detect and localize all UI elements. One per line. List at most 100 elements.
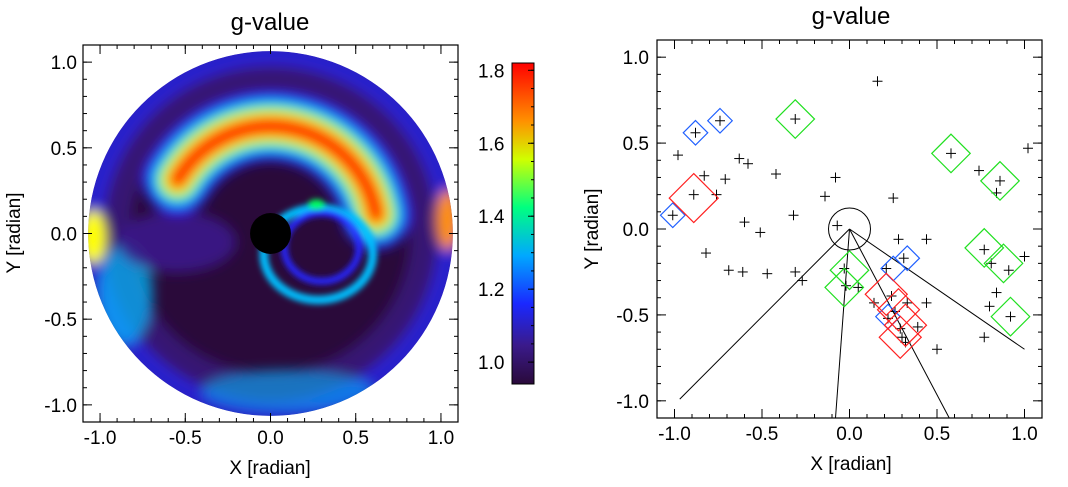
diamond-marker-red — [864, 272, 909, 317]
scatter-point-plus — [790, 266, 801, 277]
diamond-marker-blue — [706, 107, 734, 134]
fov-line — [849, 228, 950, 419]
diamond-marker-green — [990, 296, 1031, 337]
right-x-axis-label: X [radian] — [810, 454, 891, 475]
left-x-tick-label: -1.0 — [84, 428, 117, 449]
right-y-tick-label: -1.0 — [616, 392, 649, 413]
scatter-point-plus — [755, 227, 766, 238]
scatter-point-plus — [711, 189, 722, 200]
scatter-point-plus — [1003, 265, 1014, 276]
scatter-point-plus — [771, 169, 781, 180]
left-x-tick-label: -0.5 — [169, 428, 202, 449]
left-axis-ticks — [82, 44, 459, 423]
left-x-tick-label: 1.0 — [428, 428, 454, 449]
scatter-point-plus — [762, 268, 773, 279]
right-y-tick-label: 0.5 — [623, 134, 649, 155]
scatter-point-plus — [690, 127, 701, 138]
left-y-tick-label: -0.5 — [44, 310, 77, 331]
scatter-point-plus — [673, 150, 683, 161]
scatter-point-plus — [946, 148, 956, 159]
diamond-marker-red — [668, 172, 720, 224]
colorbar — [511, 62, 535, 385]
scatter-point-plus — [932, 344, 942, 355]
fov-line — [679, 228, 850, 400]
right-x-tick-label: 1.0 — [1011, 424, 1037, 445]
colorbar-tick-label: 1.6 — [478, 134, 504, 155]
left-heatmap — [88, 51, 453, 416]
scatter-point-plus — [734, 153, 745, 164]
diamond-marker-blue — [682, 119, 709, 146]
scatter-point-plus — [701, 248, 711, 259]
diamond-marker-green — [824, 267, 865, 308]
diamond-markers — [659, 98, 1031, 360]
right-y-tick-labels: -1.0 -0.5 0.0 0.5 1.0 — [616, 48, 649, 413]
scatter-point-plus — [881, 263, 892, 274]
diamond-marker-red — [876, 287, 921, 332]
right-y-axis-label: Y [radian] — [582, 189, 603, 270]
scatter-point-plus — [790, 114, 801, 125]
heatmap-patch-bottom — [202, 369, 373, 411]
scatter-point-plus — [737, 266, 748, 277]
colorbar-tick-label: 1.8 — [478, 61, 504, 82]
scatter-point-plus — [797, 275, 808, 286]
scatter-point-plus — [832, 220, 843, 231]
heatmap-arc-band — [169, 118, 384, 223]
scatter-point-plus — [898, 253, 909, 264]
diamond-marker-green — [979, 160, 1021, 201]
scatter-point-plus — [720, 174, 731, 185]
diamond-marker-green — [775, 98, 816, 140]
scatter-point-plus — [995, 175, 1005, 186]
left-x-tick-label: 0.5 — [343, 428, 369, 449]
heatmap-patch-left — [117, 211, 237, 273]
left-chart-title: g-value — [231, 9, 310, 36]
scatter-point-plus — [820, 191, 830, 202]
scatter-point-plus — [974, 165, 984, 176]
right-chart-title: g-value — [812, 3, 891, 30]
scatter-point-plus — [788, 210, 799, 221]
right-x-tick-label: -0.5 — [746, 424, 779, 445]
heatmap-hotspot-left — [88, 209, 107, 265]
scatter-point-plus — [715, 115, 725, 126]
scatter-point-plus — [1005, 311, 1016, 322]
left-x-axis-label: X [radian] — [229, 458, 310, 479]
scatter-point-plus — [897, 332, 907, 343]
center-circle — [828, 207, 871, 251]
heatmap-swirl-spot — [308, 199, 326, 210]
fov-lines — [679, 228, 1025, 419]
diamond-marker-blue — [659, 202, 686, 229]
right-x-tick-label: -1.0 — [658, 424, 691, 445]
diamond-marker-green — [829, 250, 870, 291]
right-panel: g-value -1.0 -0.5 0.0 0.5 1.0 -1.0 -0.5 … — [582, 3, 1043, 475]
left-x-tick-labels: -1.0 -0.5 0.0 0.5 1.0 — [84, 428, 454, 449]
scatter-point-plus — [853, 282, 864, 293]
scatter-point-plus — [1019, 251, 1030, 262]
scatter-point-plus — [921, 234, 932, 245]
scatter-point-plus — [688, 189, 699, 200]
fov-line — [835, 228, 850, 419]
scatter-point-plus — [723, 265, 734, 276]
heatmap-hotspot-right — [435, 189, 453, 251]
colorbar-tick-label: 1.4 — [478, 207, 505, 228]
scatter-point-plus — [984, 301, 995, 312]
diamond-marker-red — [878, 315, 923, 360]
heatmap-occulter-disk — [250, 213, 291, 254]
scatter-point-plus — [743, 158, 753, 169]
heatmap-patch-lowerleft — [98, 242, 153, 345]
scatter-point-plus — [699, 170, 710, 181]
left-y-tick-labels: -1.0 -0.5 0.0 0.5 1.0 — [44, 53, 77, 417]
colorbar-tick-label: 1.0 — [478, 353, 504, 374]
left-y-tick-label: 1.0 — [51, 53, 77, 74]
scatter-point-plus — [921, 297, 932, 308]
right-x-tick-label: 0.0 — [836, 424, 862, 445]
left-y-tick-label: -1.0 — [44, 396, 77, 417]
scatter-points — [667, 76, 1033, 355]
diamond-marker-green — [964, 227, 1005, 268]
scatter-point-plus — [667, 210, 678, 221]
diamond-marker-green — [930, 133, 972, 174]
right-axis-ticks — [656, 39, 1043, 419]
diamond-marker-red — [883, 303, 928, 348]
left-x-tick-label: 0.0 — [257, 428, 283, 449]
right-y-tick-label: 0.0 — [623, 220, 649, 241]
right-y-tick-label: -0.5 — [616, 306, 649, 327]
